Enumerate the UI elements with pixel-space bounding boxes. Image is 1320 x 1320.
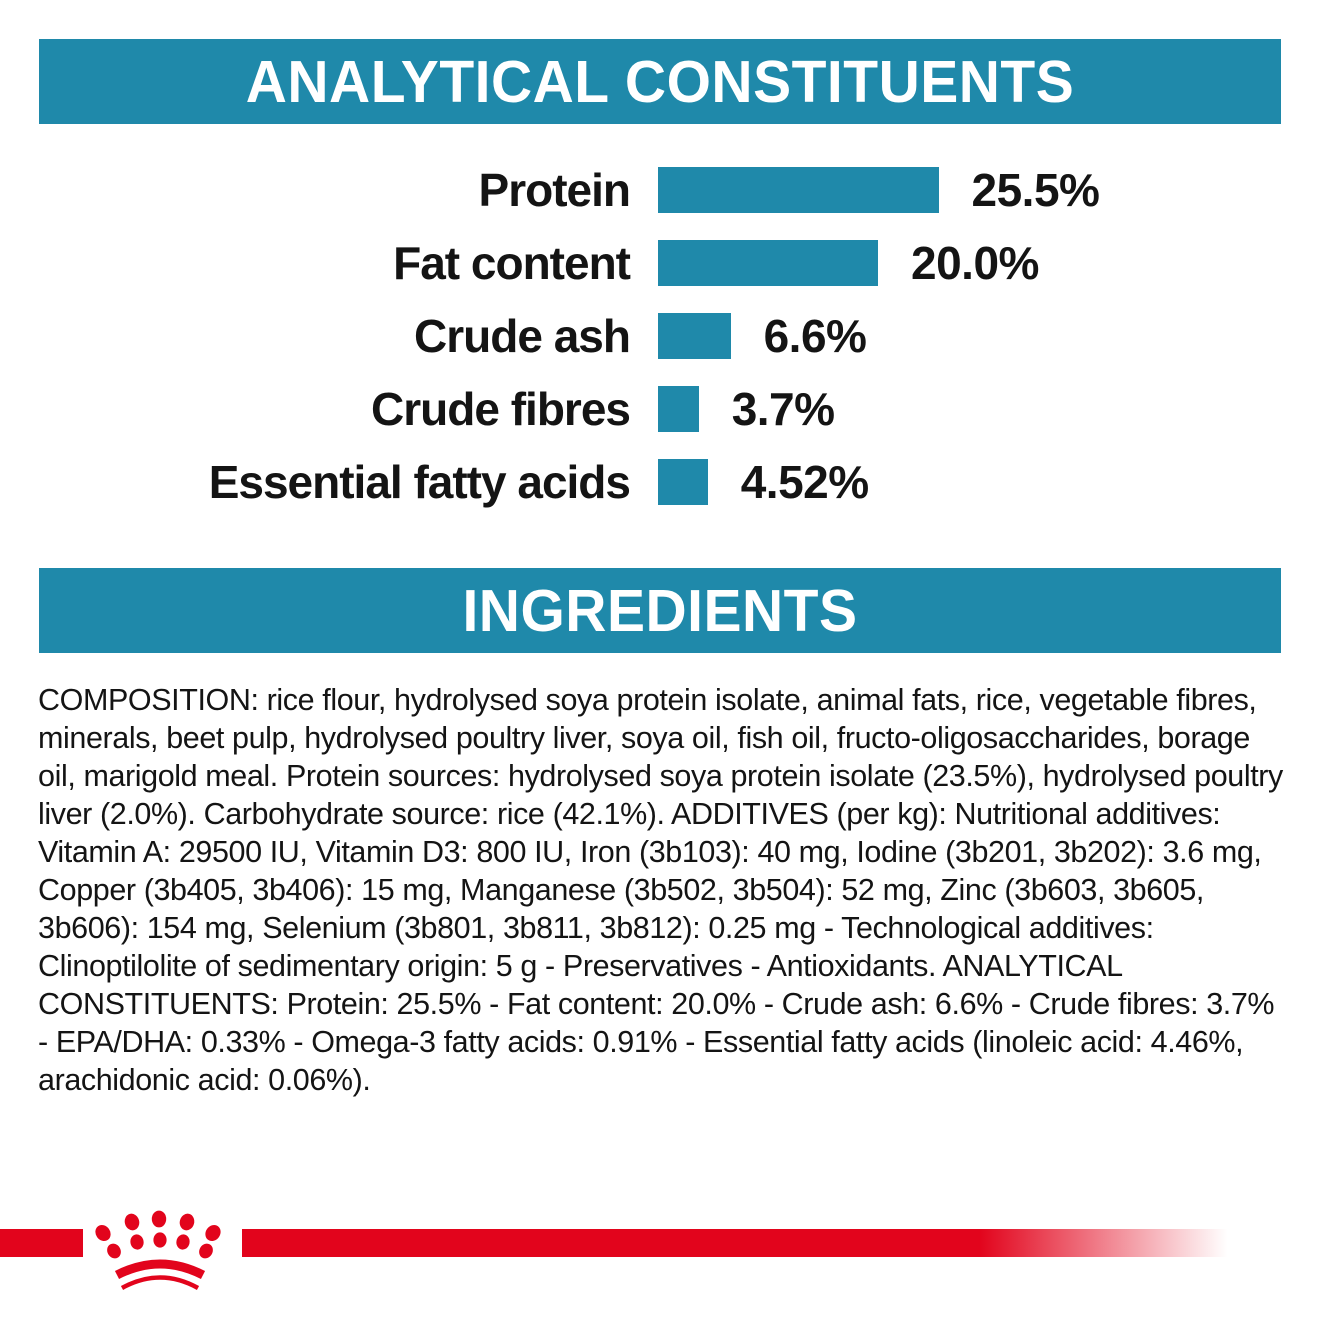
chart-value-label: 6.6%	[763, 309, 867, 362]
chart-category-label: Crude fibres	[371, 382, 631, 435]
analytical-section-title: ANALYTICAL CONSTITUENTS	[245, 48, 1075, 115]
ingredients-section-title: INGREDIENTS	[462, 577, 858, 644]
chart-value-label: 3.7%	[731, 382, 835, 435]
chart-row: Crude ash 6.6%	[39, 299, 1281, 372]
chart-bar	[658, 166, 939, 213]
chart-value-label: 4.52%	[740, 455, 869, 508]
royal-canin-logo-box	[83, 1200, 242, 1305]
analytical-chart: Protein 25.5% Fat content 20.0% Crude ash 6.6…	[39, 153, 1281, 518]
chart-row: Essential fatty acids 4.52%	[39, 445, 1281, 518]
chart-bar	[658, 312, 731, 359]
chart-value-label: 20.0%	[911, 236, 1039, 289]
composition-text: COMPOSITION: rice flour, hydrolysed soya…	[38, 683, 1283, 1097]
chart-category-label: Fat content	[393, 236, 631, 289]
ingredients-header: INGREDIENTS	[39, 568, 1281, 653]
chart-bar	[658, 385, 699, 432]
chart-category-label: Crude ash	[414, 309, 631, 362]
chart-bar	[658, 239, 878, 286]
chart-row: Fat content 20.0%	[39, 226, 1281, 299]
royal-canin-crown-logo	[95, 1210, 221, 1290]
analytical-constituents-header: ANALYTICAL CONSTITUENTS	[39, 39, 1281, 124]
chart-row: Protein 25.5%	[39, 153, 1281, 226]
chart-category-label: Essential fatty acids	[208, 455, 631, 508]
chart-category-label: Protein	[478, 163, 631, 216]
chart-bar	[658, 458, 708, 505]
chart-value-label: 25.5%	[971, 163, 1100, 216]
chart-row: Crude fibres 3.7%	[39, 372, 1281, 445]
